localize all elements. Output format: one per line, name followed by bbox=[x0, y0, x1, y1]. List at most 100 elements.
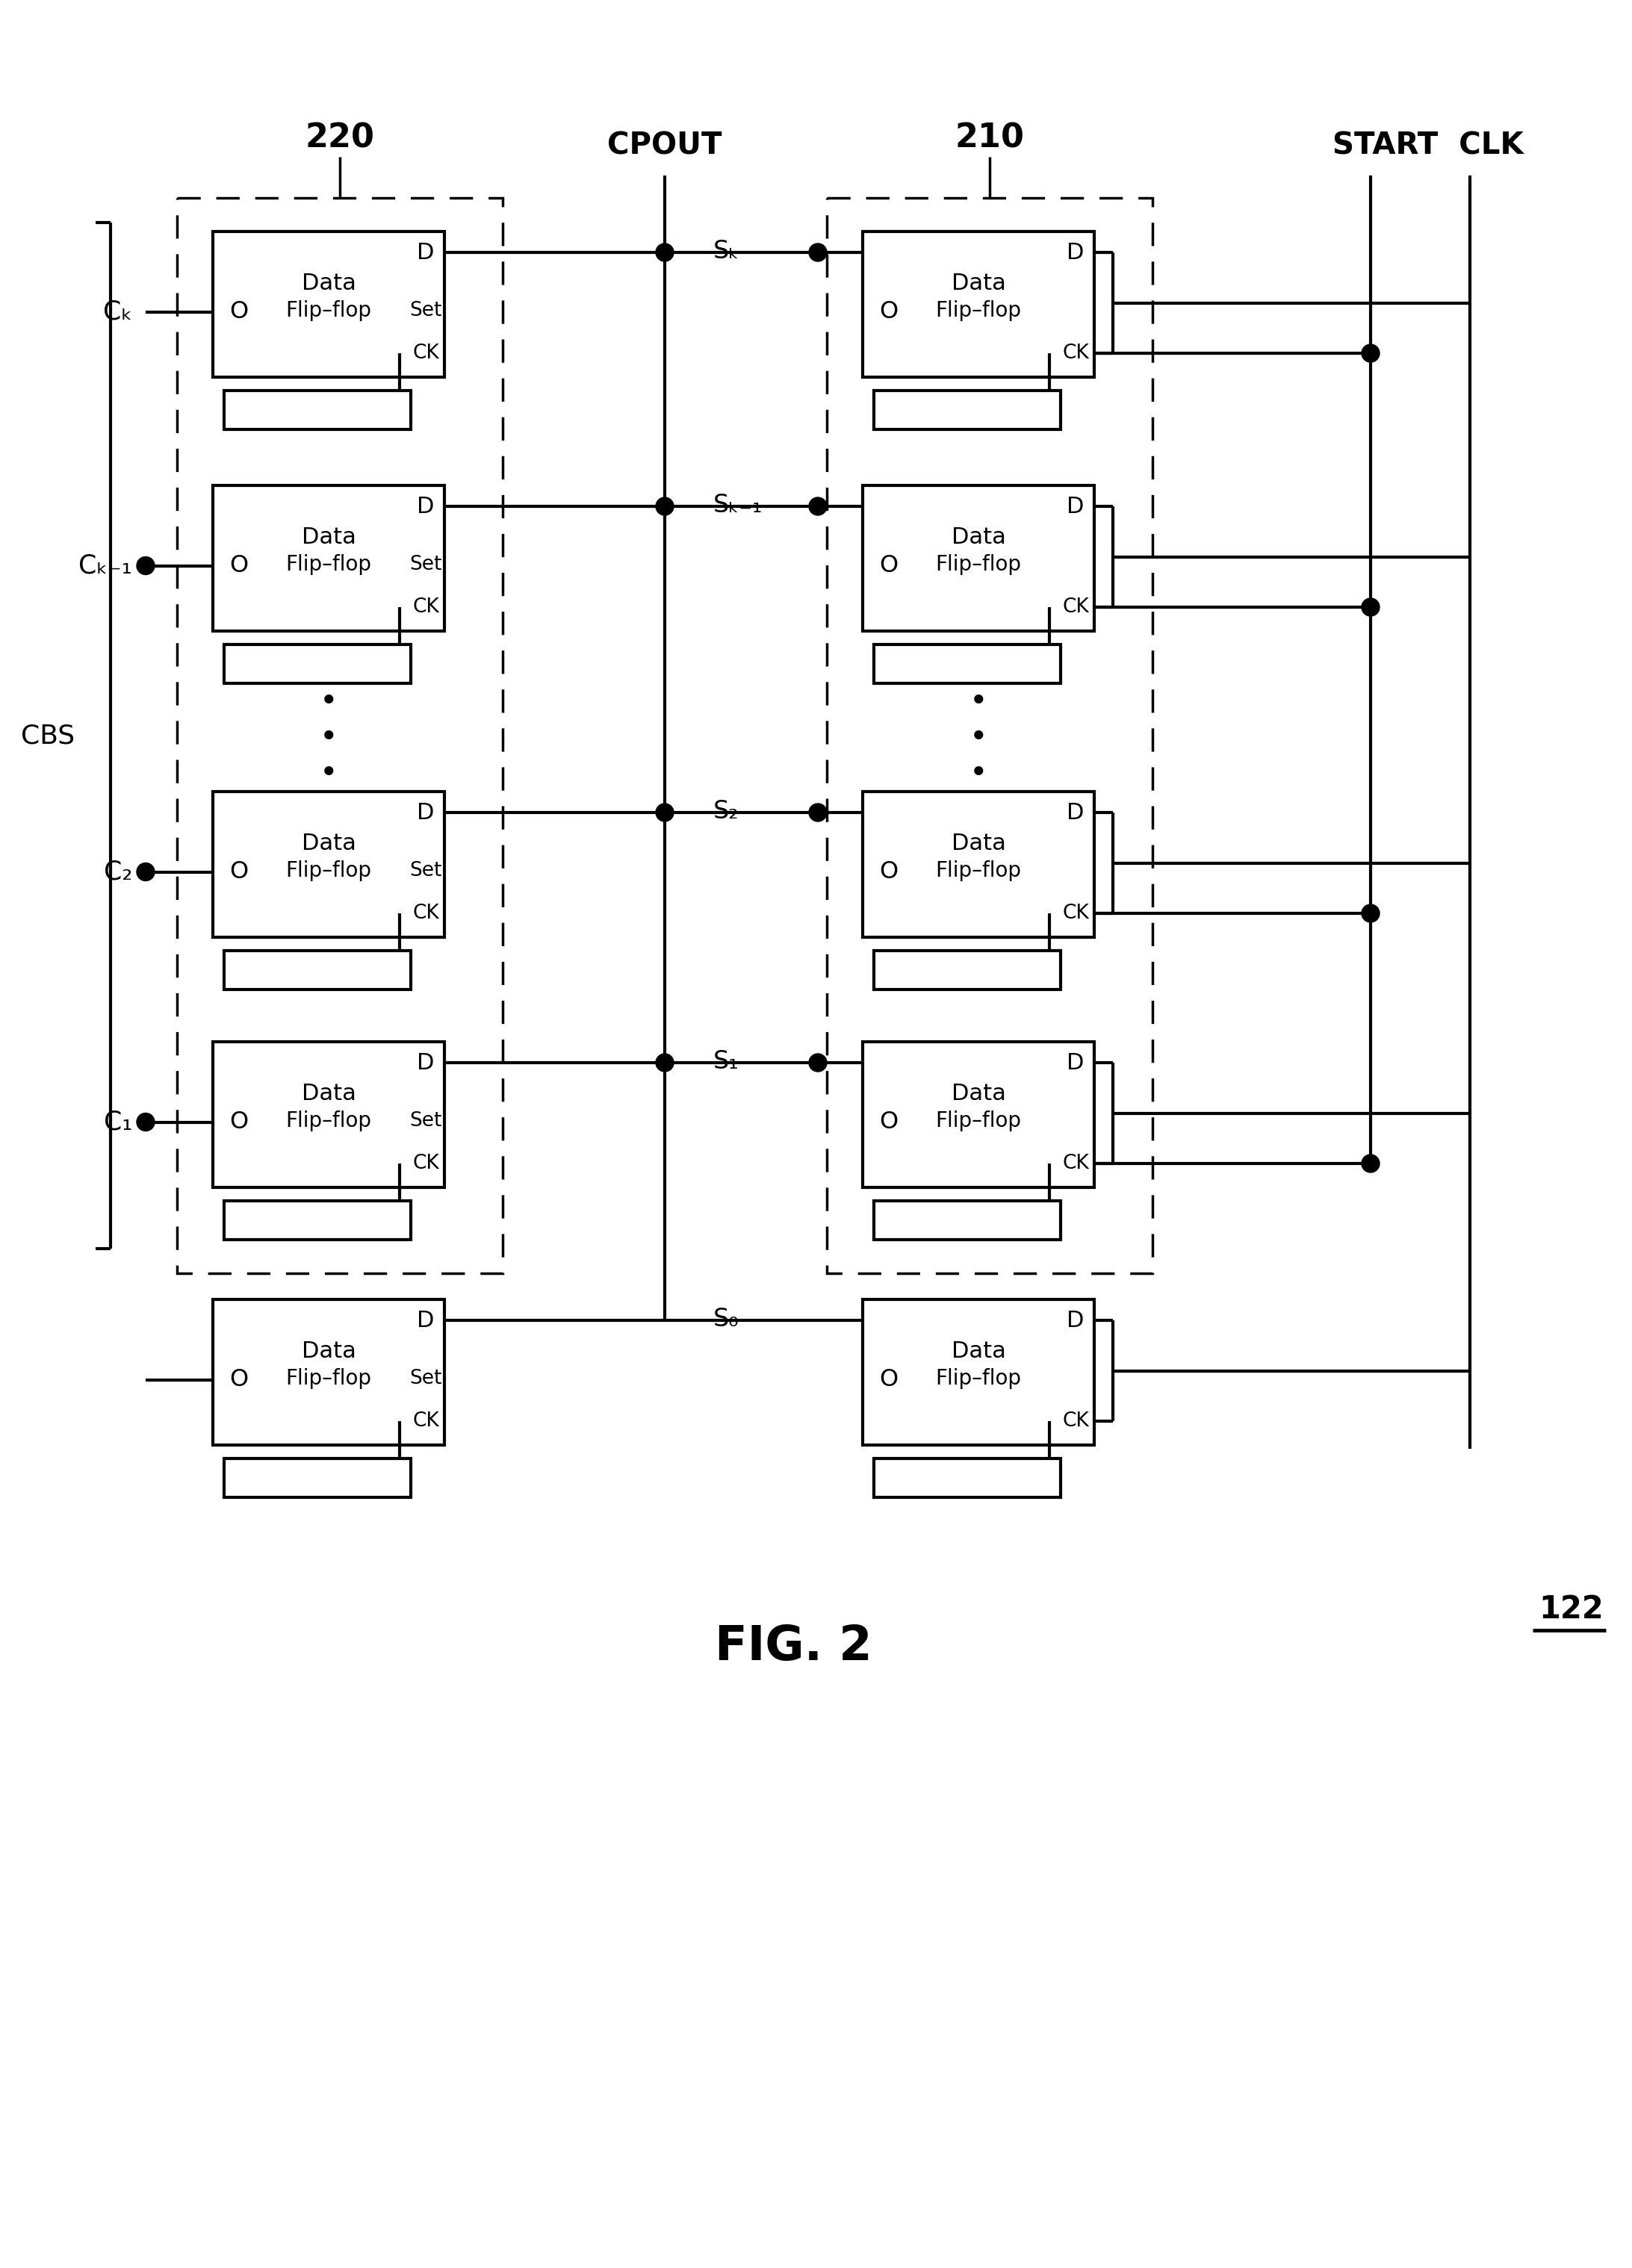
Circle shape bbox=[656, 243, 674, 261]
Bar bbox=[863, 231, 1093, 376]
Text: Data: Data bbox=[951, 526, 1005, 549]
Circle shape bbox=[809, 243, 827, 261]
Text: Flip–flop: Flip–flop bbox=[286, 299, 372, 320]
Text: C₁: C₁ bbox=[104, 1109, 132, 1134]
Circle shape bbox=[809, 1055, 827, 1073]
Bar bbox=[863, 1041, 1093, 1188]
Text: 220: 220 bbox=[305, 122, 375, 154]
Text: CK: CK bbox=[413, 342, 439, 363]
Text: Set: Set bbox=[410, 1368, 442, 1388]
Text: START  CLK: START CLK bbox=[1332, 132, 1523, 161]
Text: Cₖ₋₁: Cₖ₋₁ bbox=[78, 553, 132, 578]
Text: 122: 122 bbox=[1539, 1594, 1603, 1624]
Text: Flip–flop: Flip–flop bbox=[935, 553, 1022, 574]
Circle shape bbox=[656, 803, 674, 821]
Text: Data: Data bbox=[951, 832, 1005, 855]
Bar bbox=[224, 644, 411, 683]
Bar bbox=[873, 1458, 1061, 1497]
Bar bbox=[176, 197, 503, 1272]
Circle shape bbox=[1361, 905, 1379, 923]
Text: •: • bbox=[320, 685, 338, 717]
Text: CK: CK bbox=[1062, 596, 1089, 617]
Text: D: D bbox=[418, 801, 434, 823]
Text: CK: CK bbox=[1062, 903, 1089, 923]
Text: Flip–flop: Flip–flop bbox=[935, 299, 1022, 320]
Text: CK: CK bbox=[413, 596, 439, 617]
Text: FIG. 2: FIG. 2 bbox=[715, 1624, 871, 1669]
Bar bbox=[863, 485, 1093, 631]
Circle shape bbox=[1361, 1154, 1379, 1173]
Text: Data: Data bbox=[302, 1082, 356, 1105]
Text: 210: 210 bbox=[955, 122, 1025, 154]
Text: D: D bbox=[1067, 1052, 1084, 1073]
Text: Flip–flop: Flip–flop bbox=[935, 1109, 1022, 1132]
Circle shape bbox=[137, 556, 155, 574]
Bar bbox=[873, 1200, 1061, 1241]
Bar bbox=[212, 1041, 444, 1188]
Text: Set: Set bbox=[410, 302, 442, 320]
Bar bbox=[827, 197, 1152, 1272]
Circle shape bbox=[1361, 599, 1379, 617]
Bar bbox=[224, 1200, 411, 1241]
Text: S₀: S₀ bbox=[713, 1306, 739, 1331]
Text: O: O bbox=[230, 553, 248, 578]
Text: O: O bbox=[230, 1368, 248, 1390]
Text: Data: Data bbox=[302, 1340, 356, 1363]
Text: Flip–flop: Flip–flop bbox=[286, 1109, 372, 1132]
Text: CK: CK bbox=[413, 903, 439, 923]
Bar bbox=[224, 950, 411, 989]
Text: D: D bbox=[418, 1309, 434, 1331]
Bar bbox=[873, 950, 1061, 989]
Text: O: O bbox=[230, 1111, 248, 1134]
Text: Flip–flop: Flip–flop bbox=[286, 1368, 372, 1388]
Text: S₂: S₂ bbox=[713, 798, 739, 823]
Text: •: • bbox=[969, 721, 987, 753]
Text: Data: Data bbox=[951, 1082, 1005, 1105]
Text: O: O bbox=[880, 299, 898, 324]
Text: Data: Data bbox=[302, 526, 356, 549]
Text: O: O bbox=[880, 860, 898, 885]
Text: Data: Data bbox=[302, 832, 356, 855]
Text: CK: CK bbox=[413, 1154, 439, 1173]
Bar bbox=[863, 792, 1093, 937]
Bar bbox=[212, 231, 444, 376]
Text: D: D bbox=[418, 243, 434, 263]
Text: C₂: C₂ bbox=[103, 860, 132, 885]
Text: O: O bbox=[880, 553, 898, 578]
Circle shape bbox=[137, 862, 155, 880]
Text: O: O bbox=[230, 860, 248, 885]
Text: Flip–flop: Flip–flop bbox=[286, 860, 372, 880]
Text: Flip–flop: Flip–flop bbox=[286, 553, 372, 574]
Text: Set: Set bbox=[410, 553, 442, 574]
Text: CK: CK bbox=[1062, 1411, 1089, 1431]
Text: Sₖ: Sₖ bbox=[713, 238, 739, 263]
Circle shape bbox=[137, 1114, 155, 1132]
Text: •: • bbox=[969, 758, 987, 789]
Bar bbox=[212, 485, 444, 631]
Text: Sₖ₋₁: Sₖ₋₁ bbox=[713, 492, 762, 517]
Text: Flip–flop: Flip–flop bbox=[935, 1368, 1022, 1388]
Text: •: • bbox=[969, 685, 987, 717]
Bar bbox=[873, 644, 1061, 683]
Text: •: • bbox=[320, 721, 338, 753]
Text: D: D bbox=[1067, 243, 1084, 263]
Text: Cₖ: Cₖ bbox=[103, 299, 132, 324]
Text: D: D bbox=[1067, 801, 1084, 823]
Text: D: D bbox=[418, 494, 434, 517]
Text: O: O bbox=[880, 1368, 898, 1390]
Bar bbox=[863, 1300, 1093, 1445]
Text: Set: Set bbox=[410, 1111, 442, 1129]
Text: D: D bbox=[1067, 494, 1084, 517]
Text: S₁: S₁ bbox=[713, 1048, 739, 1073]
Text: CK: CK bbox=[1062, 342, 1089, 363]
Text: CBS: CBS bbox=[21, 723, 75, 748]
Text: Data: Data bbox=[951, 272, 1005, 295]
Text: Set: Set bbox=[410, 860, 442, 880]
Text: Flip–flop: Flip–flop bbox=[935, 860, 1022, 880]
Bar bbox=[212, 792, 444, 937]
Text: CPOUT: CPOUT bbox=[607, 132, 721, 161]
Text: O: O bbox=[230, 299, 248, 324]
Bar bbox=[224, 1458, 411, 1497]
Text: CK: CK bbox=[1062, 1154, 1089, 1173]
Circle shape bbox=[809, 803, 827, 821]
